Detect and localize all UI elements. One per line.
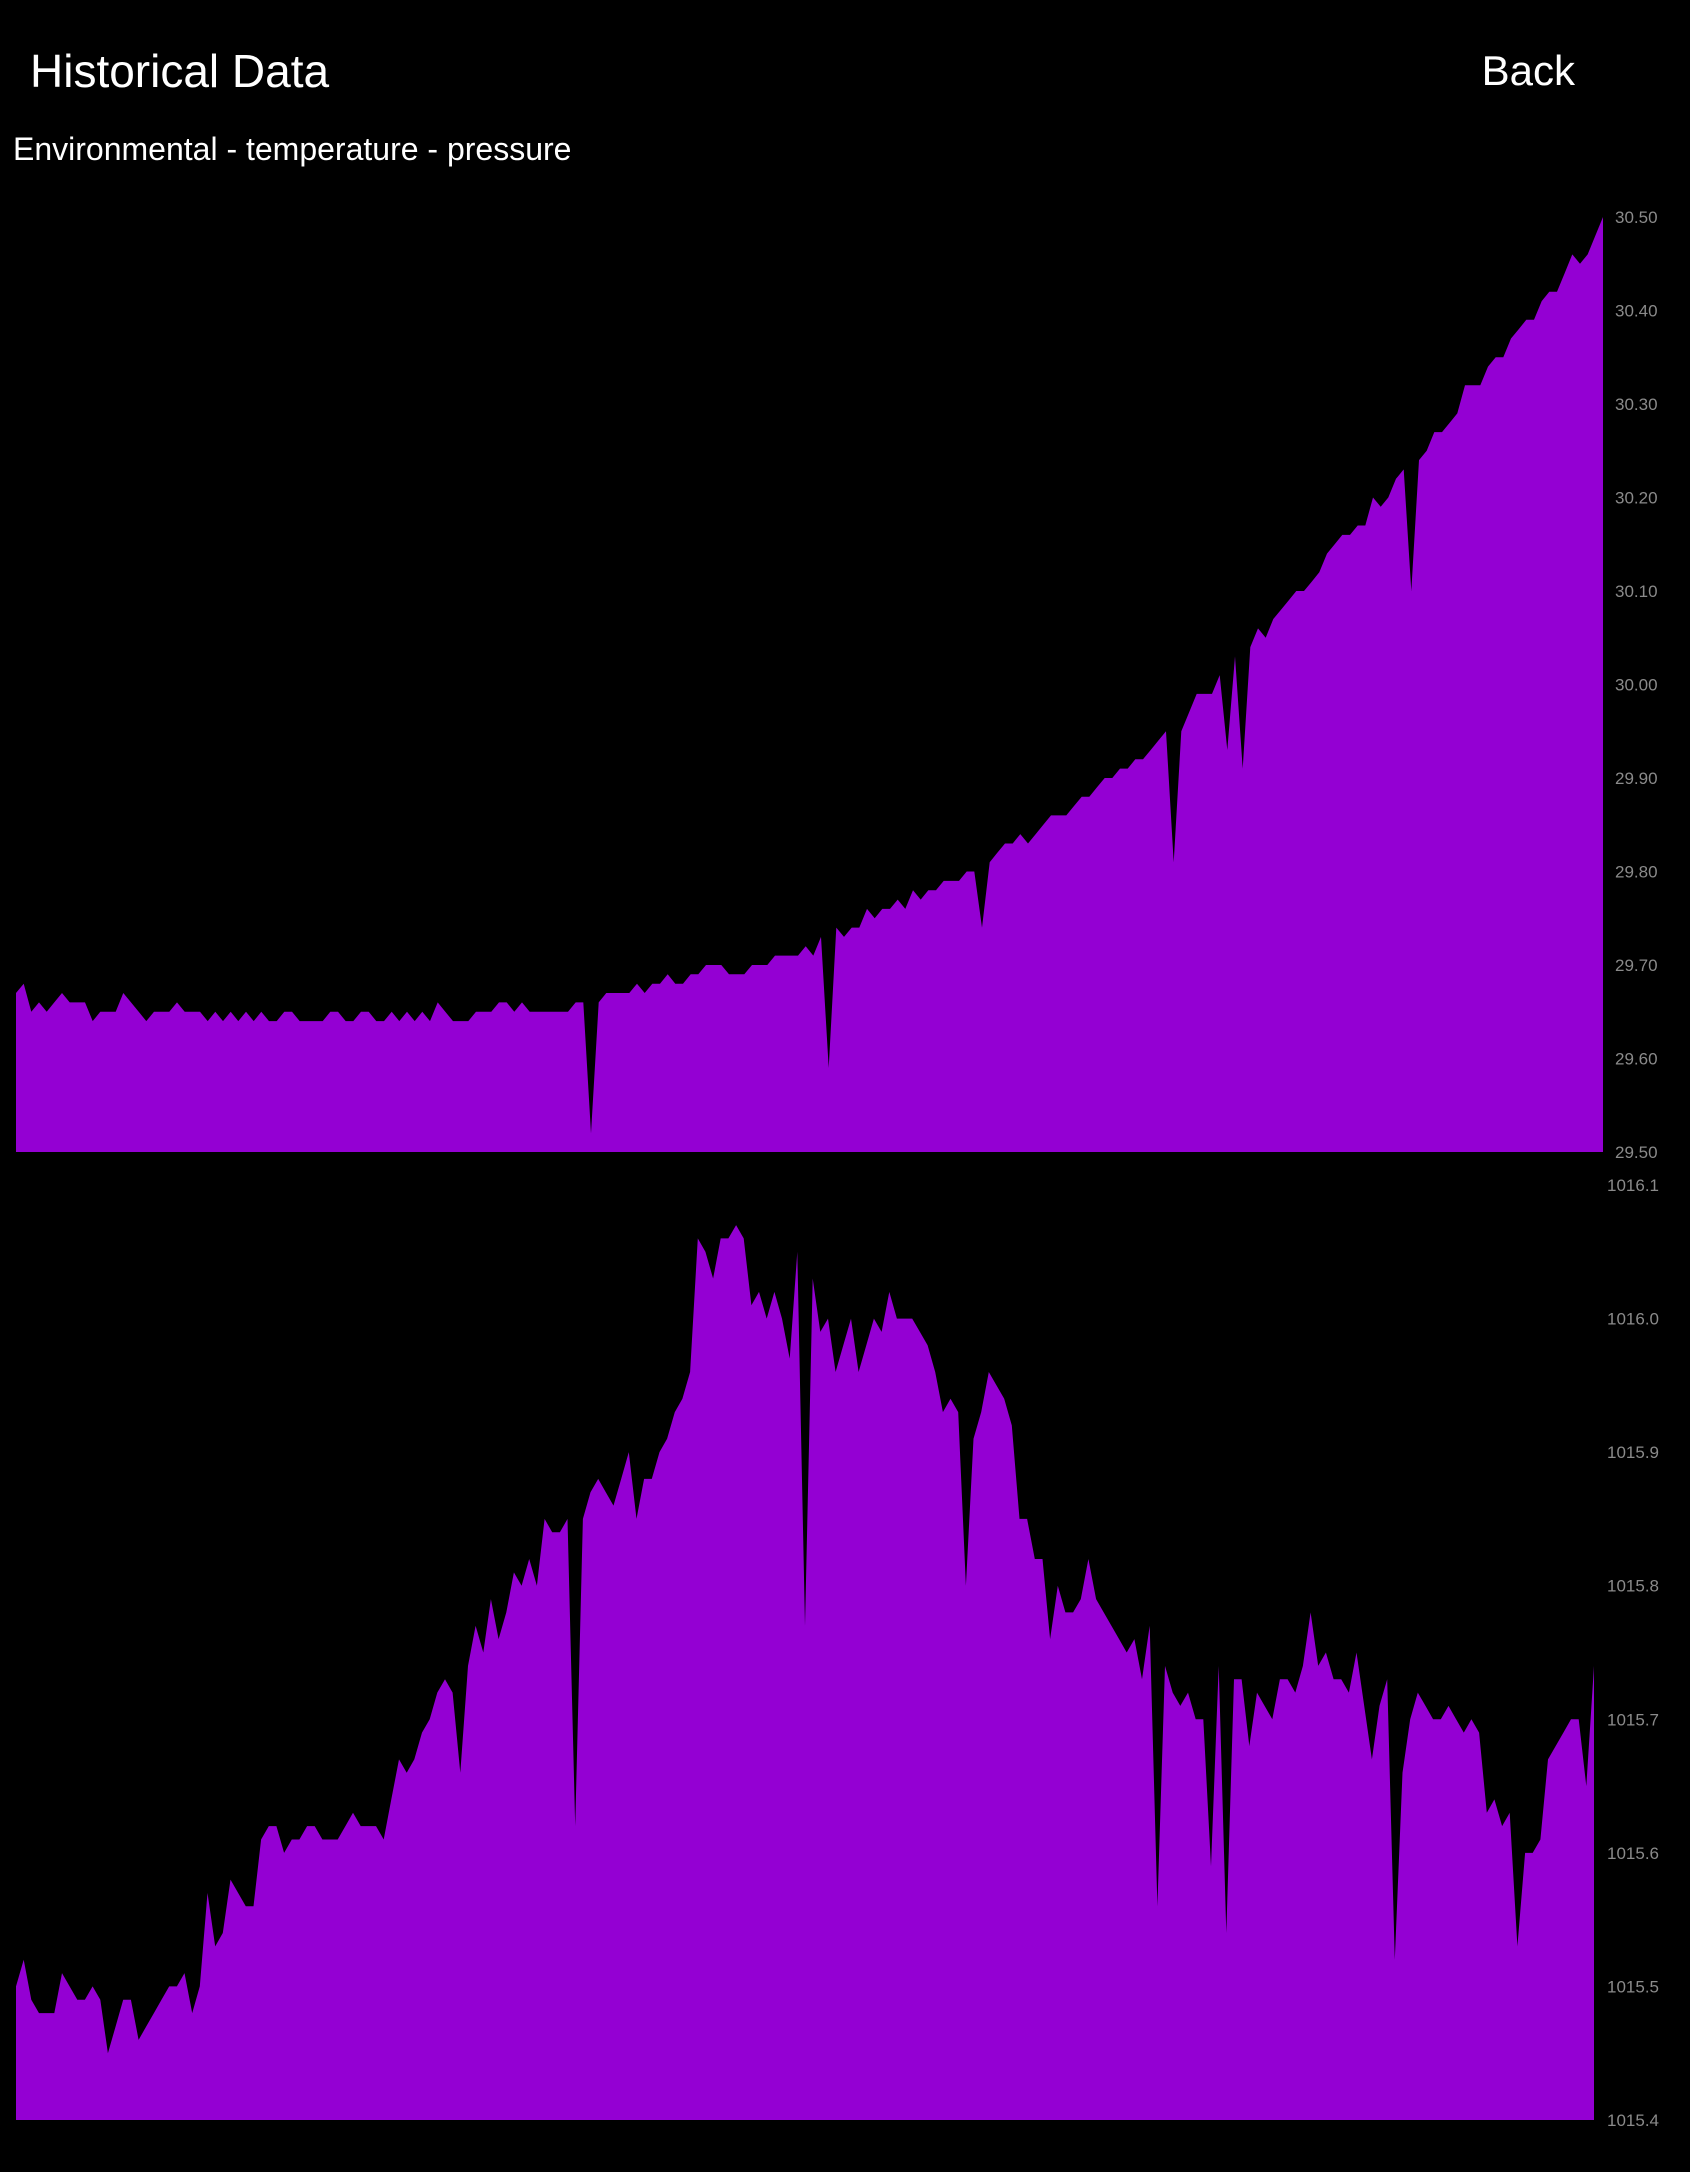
area-series-inhg [16,217,1603,1152]
y-tick-label: 30.30 [1615,395,1658,414]
y-tick-label: 30.40 [1615,302,1658,321]
pressure-inhg-chart: 29.50 29.60 29.70 29.80 29.90 30.00 30.10 30.20… [16,208,1658,1162]
y-tick-label: 1015.4 [1607,2111,1659,2130]
y-tick-label: 29.90 [1615,769,1658,788]
y-tick-label: 30.50 [1615,208,1658,227]
pressure-hpa-chart: 1015.4 1015.5 1015.6 1015.7 1015.8 1015.9 1016… [16,1176,1659,2130]
y-tick-label: 1016.0 [1607,1310,1659,1329]
y-tick-label: 29.80 [1615,863,1658,882]
y-tick-label: 30.10 [1615,582,1658,601]
chart-subtitle: Environmental - temperature - pressure [13,131,572,167]
y-tick-label: 1015.9 [1607,1443,1659,1462]
y-tick-label: 1015.8 [1607,1577,1659,1596]
back-button[interactable]: Back [1481,47,1575,94]
y-tick-label: 1015.6 [1607,1844,1659,1863]
y-tick-label: 1015.5 [1607,1977,1659,1996]
y-tick-label: 30.00 [1615,676,1658,695]
page-title: Historical Data [30,45,330,97]
y-tick-label: 29.50 [1615,1143,1658,1162]
y-tick-label: 29.60 [1615,1050,1658,1069]
area-series-hpa [16,1225,1594,2120]
y-tick-label: 1016.1 [1607,1176,1659,1195]
y-tick-label: 30.20 [1615,489,1658,508]
y-tick-label: 1015.7 [1607,1710,1659,1729]
y-tick-label: 29.70 [1615,956,1658,975]
